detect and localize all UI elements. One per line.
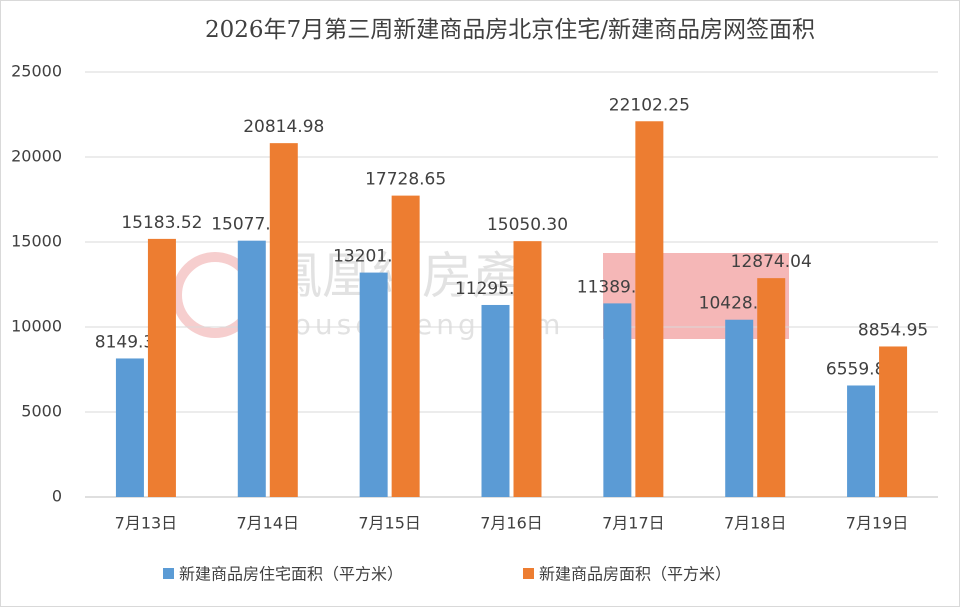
bar [635,121,664,497]
legend-label: 新建商品房住宅面积（平方米） [179,565,403,584]
bar [847,385,876,497]
y-tick-label: 15000 [11,232,62,251]
bar [147,238,176,497]
data-label: 6559.84 [826,359,896,379]
y-tick-label: 10000 [11,317,62,336]
x-tick-label: 7月16日 [480,514,543,533]
y-tick-label: 0 [52,487,62,506]
x-tick-label: 7月15日 [358,514,421,533]
bar [481,304,510,497]
data-label: 15050.30 [487,215,568,235]
legend-swatch [523,568,534,579]
data-label: 17728.65 [365,170,446,190]
bar [359,272,388,497]
bar [757,278,786,497]
bar [391,195,420,497]
x-tick-label: 7月17日 [602,514,665,533]
bar [115,358,144,497]
data-label: 20814.98 [243,117,324,137]
bar [725,319,754,497]
bar [603,303,632,497]
y-tick-label: 5000 [21,402,62,421]
data-label: 22102.25 [609,95,690,115]
legend-label: 新建商品房面积（平方米） [539,565,731,584]
bar [237,240,266,497]
x-tick-label: 7月19日 [846,514,909,533]
bar [879,346,908,497]
y-tick-label: 20000 [11,147,62,166]
x-tick-label: 7月14日 [237,514,300,533]
x-tick-label: 7月13日 [115,514,178,533]
data-label: 8854.95 [858,320,928,340]
bar [513,241,542,497]
bar [269,143,298,498]
data-label: 15183.52 [121,213,202,233]
data-label: 12874.04 [731,252,812,272]
chart-title: 2026年7月第三周新建商品房北京住宅/新建商品房网签面积 [205,17,815,43]
data-label: 8149.37 [95,332,165,352]
y-tick-label: 25000 [11,62,62,81]
x-tick-label: 7月18日 [724,514,787,533]
legend-swatch [163,568,174,579]
